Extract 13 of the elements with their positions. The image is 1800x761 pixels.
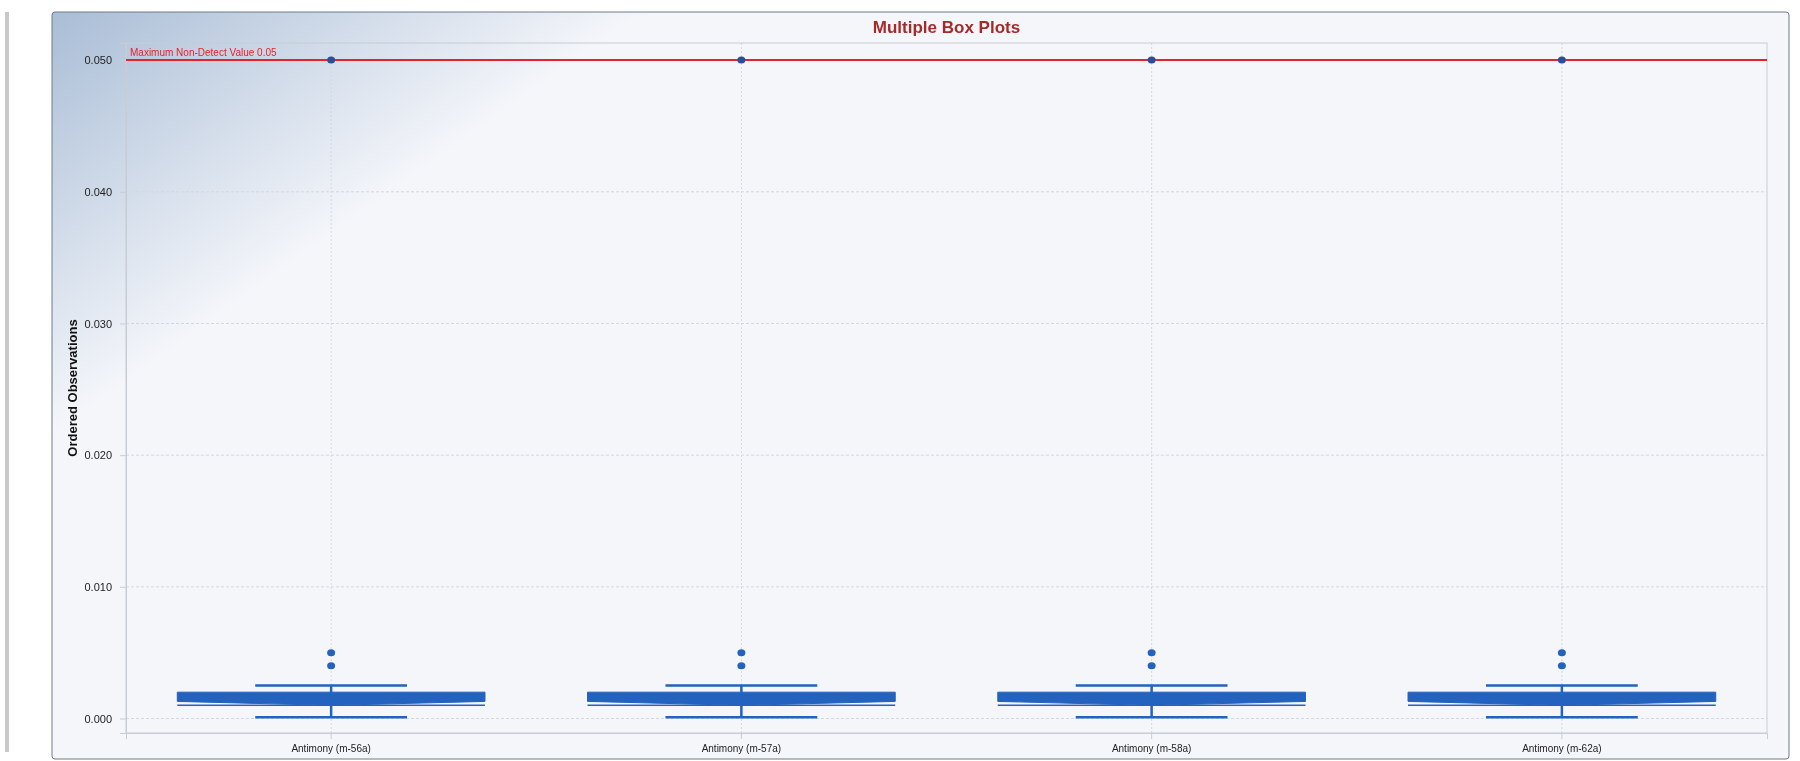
y-tick-label: 0.050 [84, 54, 112, 67]
x-tick-label: Antimony (m-58a) [1111, 743, 1192, 755]
y-tick-label: 0.030 [84, 317, 112, 330]
chart-title: Multiple Box Plots [872, 18, 1021, 37]
ref-line-label: Maximum Non-Detect Value 0.05 [130, 47, 277, 59]
y-tick-label: 0.040 [84, 185, 112, 198]
x-tick-label: Antimony (m-62a) [1522, 743, 1602, 755]
y-tick-label: 0.000 [84, 712, 112, 725]
y-tick-label: 0.010 [84, 580, 112, 593]
x-tick-label: Antimony (m-57a) [701, 743, 782, 755]
y-axis-title: Ordered Observations [65, 319, 80, 457]
y-tick-label: 0.020 [84, 449, 112, 462]
x-tick-label: Antimony (m-56a) [291, 743, 371, 755]
